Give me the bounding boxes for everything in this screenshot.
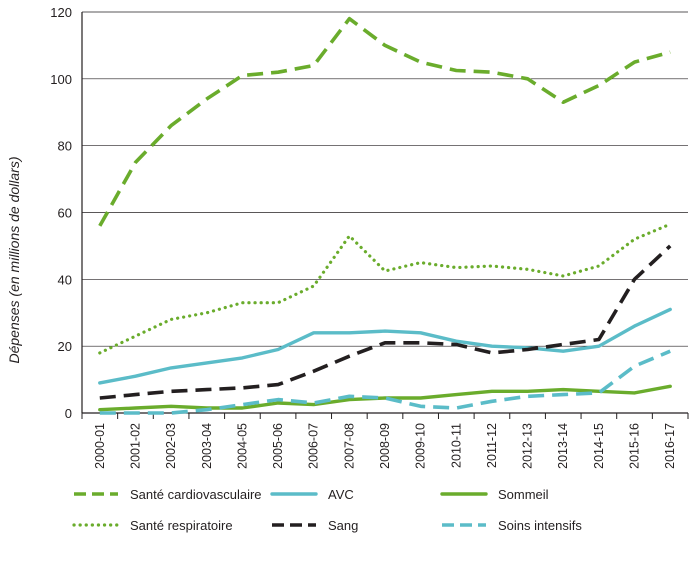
x-tick-label: 2001-02 <box>128 423 142 469</box>
y-tick-label: 20 <box>58 339 72 354</box>
legend-label: Santé respiratoire <box>130 518 233 533</box>
legend-label: AVC <box>328 487 354 502</box>
legend-item-soins-intensifs: Soins intensifs <box>442 518 582 533</box>
legend-label: Santé cardiovasculaire <box>130 487 262 502</box>
x-tick-label: 2003-04 <box>200 423 214 469</box>
x-tick-label: 2015-16 <box>628 423 642 469</box>
x-tick-label: 2009-10 <box>414 423 428 469</box>
legend-item-avc: AVC <box>270 487 354 502</box>
legend: Santé cardiovasculaire Santé respiratoire… <box>72 487 582 533</box>
y-axis-label: Dépenses (en millions de dollars) <box>6 157 22 364</box>
x-tick-label: 2010-11 <box>449 423 463 468</box>
series-line-sommeil <box>98 384 672 412</box>
series-line-soins-intensifs <box>99 349 671 415</box>
x-tick-label: 2000-01 <box>93 423 107 469</box>
x-tick-label: 2011-12 <box>485 423 499 468</box>
x-tick-label: 2004-05 <box>235 423 249 469</box>
legend-label: Sommeil <box>498 487 549 502</box>
x-tick-label: 2016-17 <box>663 423 677 469</box>
x-tick-label: 2014-15 <box>592 423 606 469</box>
legend-item-sommeil: Sommeil <box>440 487 549 502</box>
x-tick-labels: 2000-01 2001-02 2002-03 2003-04 2004-05 2005-… <box>93 423 677 469</box>
y-tick-label: 120 <box>50 5 72 20</box>
x-tick-label: 2002-03 <box>164 423 178 469</box>
x-tick-label: 2008-09 <box>378 423 392 469</box>
x-tick-label: 2007-08 <box>342 423 356 469</box>
legend-label: Soins intensifs <box>498 518 582 533</box>
axes <box>81 12 689 419</box>
y-tick-label: 80 <box>58 139 72 154</box>
y-tick-label: 60 <box>58 206 72 221</box>
y-tick-label: 100 <box>50 72 72 87</box>
legend-label: Sang <box>328 518 358 533</box>
x-tick-label: 2012-13 <box>521 423 535 469</box>
series-line-sante-respiratoire <box>98 222 672 355</box>
legend-item-sante-respiratoire: Santé respiratoire <box>72 518 233 533</box>
series-line-sang <box>99 244 672 400</box>
series-lines <box>98 16 672 415</box>
y-tick-labels: 0 20 40 60 80 100 120 <box>50 5 72 421</box>
x-tick-label: 2006-07 <box>307 423 321 469</box>
legend-item-sang: Sang <box>272 518 358 533</box>
series-line-avc <box>98 307 672 385</box>
gridlines <box>82 11 688 347</box>
legend-item-sante-cardiovasculaire: Santé cardiovasculaire <box>74 487 262 502</box>
x-tick-label: 2013-14 <box>556 423 570 469</box>
x-tick-label: 2005-06 <box>271 423 285 469</box>
y-tick-label: 40 <box>58 272 72 287</box>
y-tick-label: 0 <box>65 406 72 421</box>
series-line-sante-cardiovasculaire <box>98 16 671 227</box>
